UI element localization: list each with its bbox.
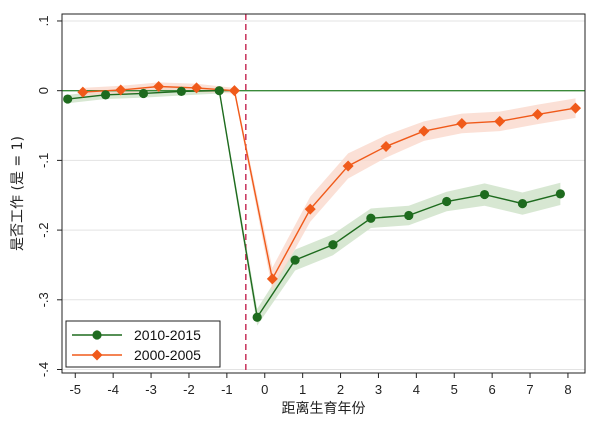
axis-ticks: -5 -4 -3 -2 -1 0 1 2 3 4 5 6 7 8 .1 0 -.1 -.2 -.3 -.4 [36, 16, 572, 397]
x-tick-label: 7 [526, 382, 533, 397]
data-point [153, 80, 165, 92]
x-tick-label: 4 [413, 382, 420, 397]
data-point [290, 255, 300, 265]
legend-swatch-marker [92, 330, 102, 340]
x-tick-label: 6 [489, 382, 496, 397]
data-point [517, 199, 528, 209]
data-point [115, 84, 127, 96]
gridlines [62, 20, 585, 371]
data-point [304, 203, 316, 215]
legend-label: 2010-2015 [134, 327, 201, 343]
confidence-band [82, 82, 576, 291]
data-point [366, 213, 376, 223]
data-point [214, 86, 224, 96]
confidence-band [67, 87, 561, 326]
y-tick-label: 0 [36, 87, 51, 94]
data-point [328, 240, 338, 250]
y-tick-label: -.4 [36, 362, 51, 377]
x-tick-label: -4 [107, 382, 119, 397]
data-point [570, 102, 582, 114]
data-point [532, 108, 544, 120]
x-axis-title: 距离生育年份 [282, 400, 366, 417]
data-point [479, 189, 490, 200]
data-point [442, 196, 452, 207]
data-point [404, 210, 414, 221]
data-point [456, 117, 468, 129]
legend: 2010-2015 2000-2005 [65, 320, 221, 368]
legend-box [65, 320, 221, 368]
data-point [138, 88, 149, 99]
data-point [100, 90, 111, 100]
data-point [266, 273, 278, 285]
series-lines [67, 85, 576, 320]
data-point [176, 86, 186, 96]
series-markers [63, 80, 582, 322]
plot-frame [61, 13, 586, 374]
data-point [494, 115, 506, 127]
reference-lines [62, 14, 585, 373]
x-tick-label: 5 [451, 382, 458, 397]
x-tick-label: -3 [145, 382, 157, 397]
y-axis-title: 是否工作 (是 = 1) [10, 136, 26, 251]
data-point [191, 82, 203, 94]
x-tick-label: 1 [299, 382, 306, 397]
series-line [67, 89, 561, 320]
data-point [77, 86, 89, 98]
x-tick-label: 8 [564, 382, 571, 397]
legend-swatch-marker [91, 349, 103, 361]
y-tick-label: -.3 [36, 292, 51, 307]
data-point [380, 140, 392, 152]
legend-label: 2000-2005 [134, 347, 201, 363]
x-tick-label: 3 [375, 382, 382, 397]
confidence-bands [67, 82, 576, 326]
data-point [418, 125, 430, 137]
y-tick-label: -.1 [36, 153, 51, 168]
data-point [252, 312, 262, 322]
x-tick-label: -2 [183, 382, 195, 397]
y-tick-label: .1 [36, 16, 51, 27]
data-point [63, 94, 73, 104]
x-tick-label: 2 [337, 382, 344, 397]
x-tick-label: -1 [221, 382, 233, 397]
y-tick-label: -.2 [36, 223, 51, 238]
x-tick-label: -5 [69, 382, 81, 397]
data-point [555, 189, 565, 199]
data-point [228, 85, 240, 97]
x-tick-label: 0 [261, 382, 268, 397]
series-line [82, 85, 576, 281]
data-point [342, 160, 354, 172]
